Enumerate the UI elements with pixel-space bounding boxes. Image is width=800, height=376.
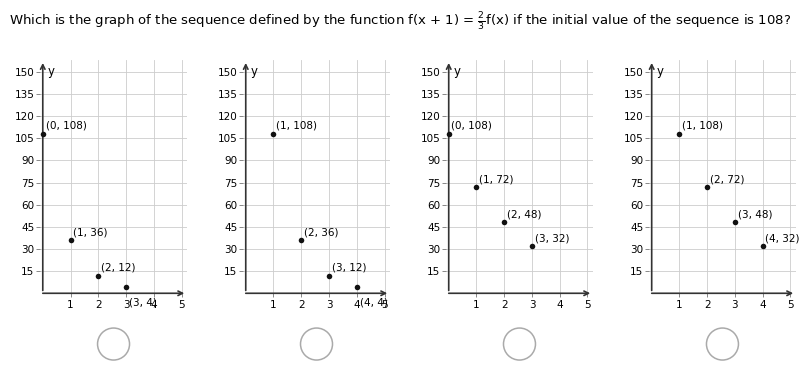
Text: Which is the graph of the sequence defined by the function f(x + 1) = $\frac{2}{: Which is the graph of the sequence defin… <box>9 11 791 33</box>
Text: (4, 4): (4, 4) <box>359 298 387 308</box>
Text: (2, 12): (2, 12) <box>101 262 135 273</box>
Text: (2, 48): (2, 48) <box>507 209 542 220</box>
Text: (3, 4): (3, 4) <box>129 298 157 308</box>
Text: (1, 108): (1, 108) <box>682 121 723 131</box>
Text: y: y <box>48 65 54 77</box>
Text: (0, 108): (0, 108) <box>46 121 86 131</box>
Text: (2, 72): (2, 72) <box>710 174 745 184</box>
Text: (1, 36): (1, 36) <box>74 227 108 237</box>
Text: (1, 72): (1, 72) <box>479 174 514 184</box>
Text: y: y <box>250 65 258 77</box>
Text: y: y <box>657 65 664 77</box>
Text: y: y <box>454 65 461 77</box>
Text: (4, 32): (4, 32) <box>766 233 800 243</box>
Text: (0, 108): (0, 108) <box>451 121 492 131</box>
Text: (2, 36): (2, 36) <box>304 227 338 237</box>
Text: (1, 108): (1, 108) <box>276 121 318 131</box>
Text: (3, 48): (3, 48) <box>738 209 772 220</box>
Text: (3, 12): (3, 12) <box>332 262 366 273</box>
Text: (3, 32): (3, 32) <box>534 233 570 243</box>
